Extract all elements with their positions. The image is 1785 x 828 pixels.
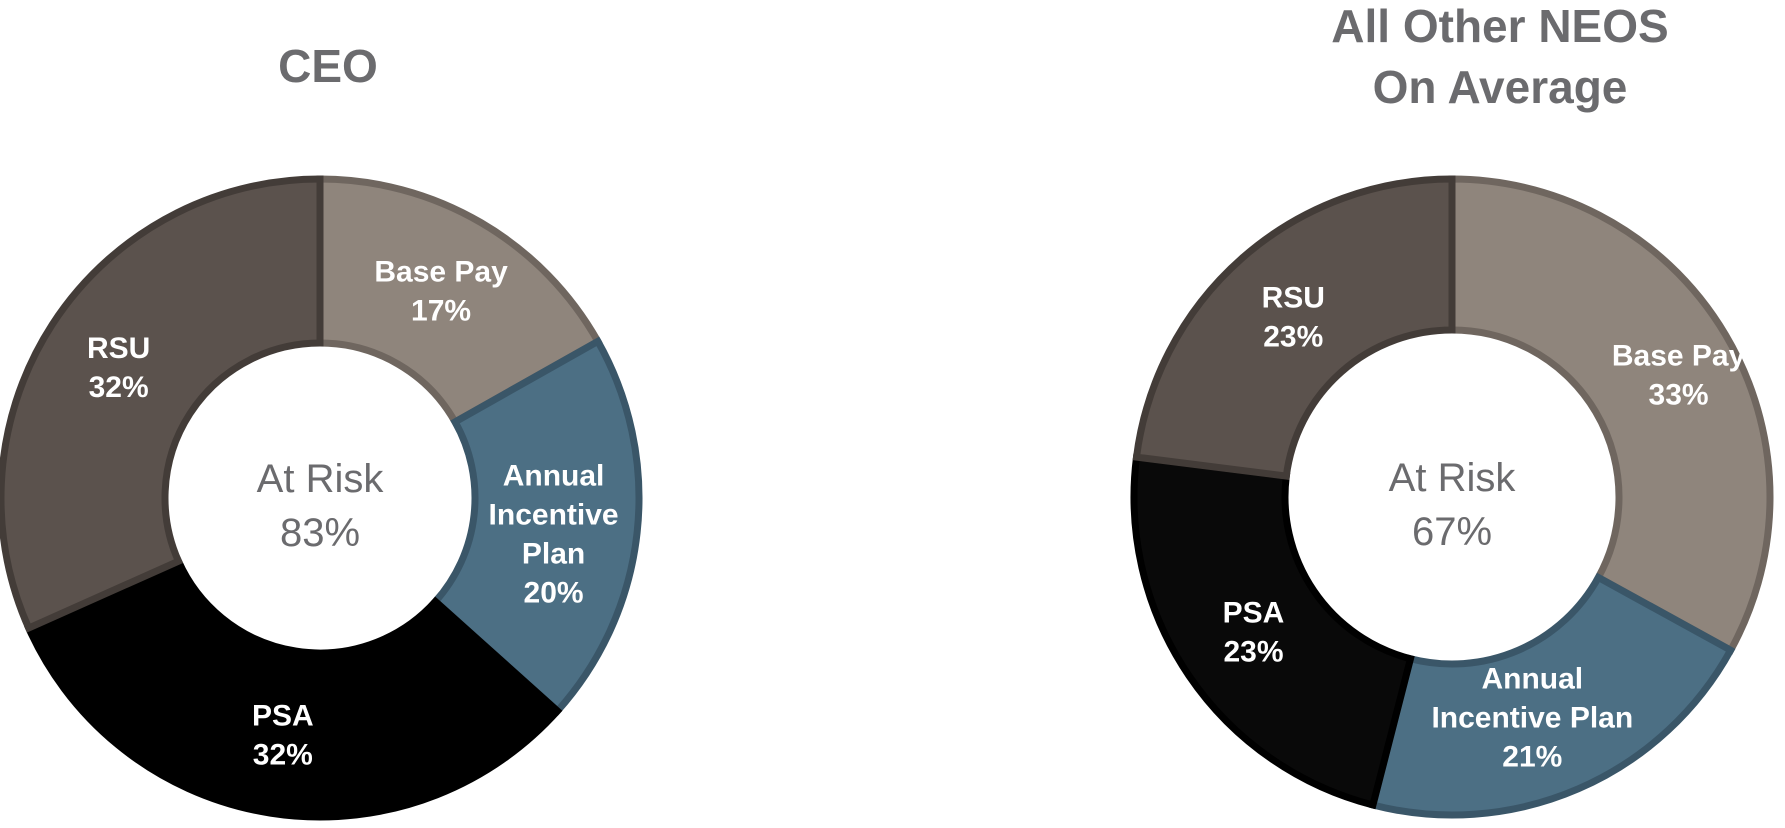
- slice-value-base: 33%: [1649, 378, 1709, 411]
- slice-label-base: Base Pay 33%: [1612, 339, 1746, 411]
- donut-slice-aip: [1368, 572, 1736, 819]
- slice-name-base-pay: Base Pay: [374, 255, 508, 288]
- slice-name-base-pay: Base Pay: [1612, 339, 1746, 372]
- donut-slice-psa: [1130, 453, 1415, 810]
- donut-slice-psa: [24, 556, 563, 821]
- slice-name-plan: Plan: [522, 538, 585, 571]
- slice-label-base: Base Pay 17%: [374, 255, 508, 327]
- chart-title: All Other NEOS On Average: [1331, 0, 1668, 113]
- slice-value-aip: 20%: [524, 577, 584, 610]
- center-value: 67%: [1412, 510, 1492, 554]
- center-label: At Risk: [257, 457, 385, 501]
- donut-slice-base: [316, 175, 603, 427]
- slice-value-aip: 21%: [1502, 740, 1562, 773]
- slice-name-psa: PSA: [252, 700, 314, 733]
- slice-label-aip: Annual Incentive Plan 21%: [1431, 662, 1633, 773]
- slice-value-rsu: 23%: [1263, 320, 1323, 353]
- ceo-donut-chart: CEO Base Pay 17% Annual Incentive Plan 20% PSA 3…: [0, 40, 643, 821]
- donut-slice-rsu: [1132, 175, 1456, 480]
- slice-name-psa: PSA: [1223, 596, 1285, 629]
- slice-label-psa: PSA 23%: [1223, 596, 1285, 668]
- donut-slice-base: [1448, 175, 1774, 655]
- slice-name-annual: Annual: [1481, 662, 1583, 695]
- center-value: 83%: [280, 511, 360, 555]
- slice-value-psa: 23%: [1223, 635, 1283, 668]
- slice-name-annual: Annual: [503, 460, 605, 493]
- slice-label-rsu: RSU 23%: [1262, 281, 1325, 353]
- slice-value-psa: 32%: [253, 739, 313, 772]
- other-neos-donut-chart: All Other NEOS On Average Base Pay 33% Annua…: [1130, 0, 1774, 819]
- center-label: At Risk: [1389, 456, 1517, 500]
- slice-value-rsu: 32%: [89, 371, 149, 404]
- donut-slice-aip: [430, 336, 643, 716]
- slice-name-incentive: Incentive: [489, 499, 619, 532]
- slice-name-incentive-plan: Incentive Plan: [1431, 701, 1633, 734]
- slice-label-rsu: RSU 32%: [87, 332, 150, 404]
- slice-name-rsu: RSU: [1262, 281, 1325, 314]
- slice-value-base: 17%: [411, 294, 471, 327]
- slice-name-rsu: RSU: [87, 332, 150, 365]
- slice-label-psa: PSA 32%: [252, 700, 314, 772]
- slice-label-aip: Annual Incentive Plan 20%: [489, 460, 619, 610]
- donut-slice-rsu: [0, 175, 324, 633]
- chart-title: CEO: [278, 40, 378, 92]
